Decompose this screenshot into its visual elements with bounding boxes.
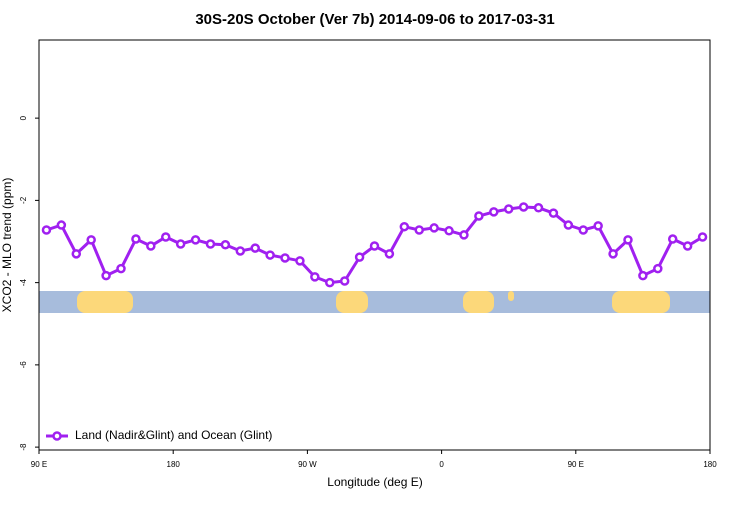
x-tick-label: 180 <box>167 460 181 469</box>
point <box>578 225 589 235</box>
point <box>697 232 708 242</box>
point <box>384 249 395 259</box>
point <box>71 249 82 259</box>
point <box>548 208 559 218</box>
point <box>295 256 305 266</box>
x-tick-label: 90 W <box>298 460 317 469</box>
y-tick-label: -8 <box>19 443 28 451</box>
y-axis-label: XCO2 - MLO trend (ppm) <box>0 178 14 313</box>
point <box>653 263 663 274</box>
x-tick-label: 90 E <box>568 460 584 469</box>
point <box>235 246 246 256</box>
point <box>638 270 648 281</box>
y-tick-label: -4 <box>19 279 28 287</box>
legend-marker <box>52 431 62 441</box>
point <box>41 225 52 235</box>
point <box>682 241 693 251</box>
point <box>131 234 141 244</box>
plot-frame <box>38 39 711 451</box>
point <box>339 276 350 286</box>
point <box>518 202 529 212</box>
point <box>667 234 678 244</box>
point <box>399 221 410 232</box>
point <box>280 253 290 263</box>
point <box>563 220 574 230</box>
point <box>503 204 514 214</box>
point <box>175 239 186 249</box>
legend-label: Land (Nadir&Glint) and Ocean (Glint) <box>75 428 272 442</box>
point <box>101 270 111 281</box>
point <box>459 230 469 240</box>
point <box>160 232 171 242</box>
point <box>250 243 260 253</box>
point <box>56 220 67 230</box>
point <box>325 277 335 288</box>
point <box>623 235 633 245</box>
x-tick-label: 90 E <box>31 460 47 469</box>
point <box>354 252 365 262</box>
point <box>489 207 499 217</box>
point <box>369 241 380 251</box>
y-tick-label: -6 <box>19 361 28 369</box>
chart-title: 30S-20S October (Ver 7b) 2014-09-06 to 2… <box>195 11 554 28</box>
point <box>608 249 618 259</box>
point <box>86 235 96 245</box>
x-axis-label: Longitude (deg E) <box>327 475 422 489</box>
x-tick-label: 180 <box>703 460 717 469</box>
point <box>593 221 603 231</box>
x-tick-label: 0 <box>439 460 444 469</box>
point <box>205 239 216 249</box>
point <box>146 241 156 251</box>
y-tick-label: 0 <box>19 115 28 120</box>
point <box>265 250 275 260</box>
point <box>429 223 439 233</box>
point <box>533 203 544 213</box>
point <box>444 226 454 236</box>
y-tick-label: -2 <box>19 196 28 204</box>
point <box>220 240 231 250</box>
point <box>414 225 424 235</box>
land-ocean-strip <box>39 291 710 313</box>
point <box>474 211 484 221</box>
point <box>190 235 201 245</box>
point <box>310 272 320 282</box>
point <box>116 263 126 274</box>
